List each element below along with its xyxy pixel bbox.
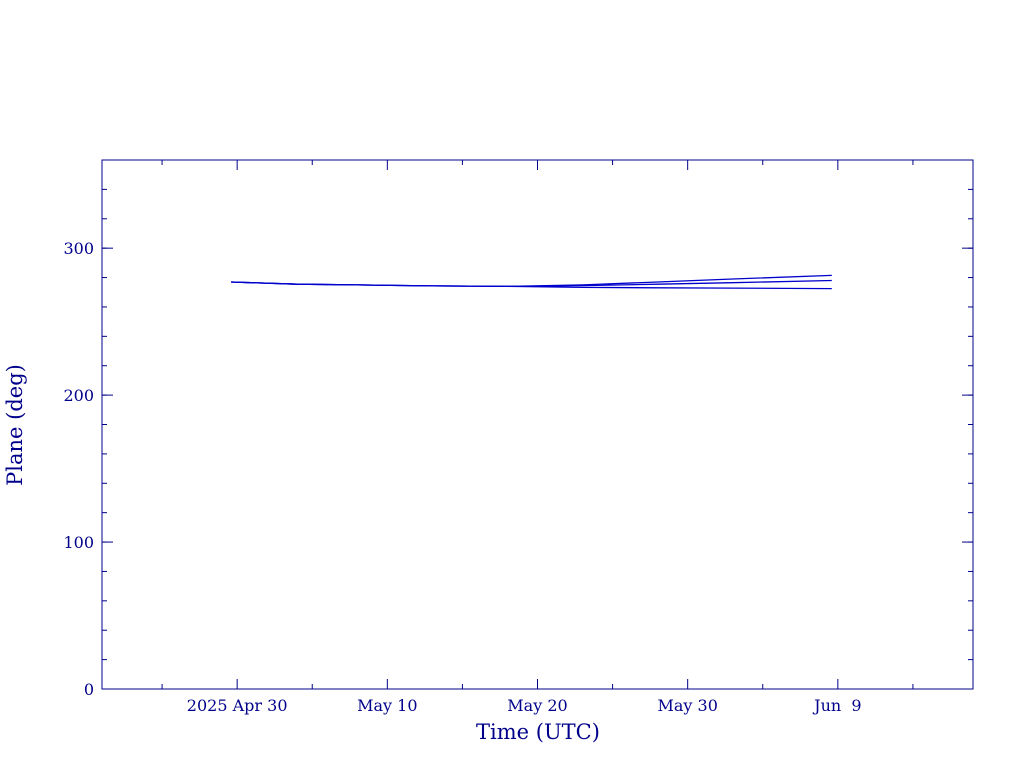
x-tick-label: May 30 xyxy=(657,696,717,715)
y-tick-label: 100 xyxy=(63,533,94,552)
tick-labels: 2025 Apr 30 May 10 May 20 May 30 Jun 9 0 100 20… xyxy=(63,239,861,715)
y-axis-label: Plane (deg) xyxy=(3,364,27,486)
x-tick-label: May 10 xyxy=(357,696,417,715)
y-tick-label: 200 xyxy=(63,386,94,405)
x-tick-label: May 20 xyxy=(507,696,567,715)
y-tick-label: 0 xyxy=(84,680,94,699)
series-group xyxy=(231,274,832,290)
x-tick-label: 2025 Apr 30 xyxy=(187,696,288,715)
plot-frame xyxy=(101,159,974,690)
axis-ticks xyxy=(102,160,973,690)
y-tick-label: 300 xyxy=(63,239,94,258)
x-axis-label: Time (UTC) xyxy=(476,720,600,744)
x-tick-label: Jun 9 xyxy=(812,696,861,715)
series-line-2 xyxy=(231,279,832,288)
series-line-3 xyxy=(231,281,832,290)
